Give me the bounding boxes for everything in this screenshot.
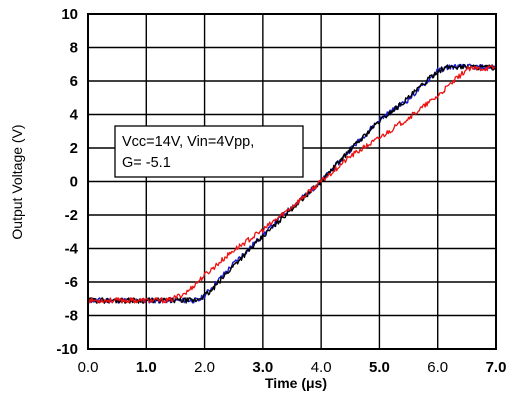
- y-tick-label: 6: [70, 73, 78, 90]
- y-tick-label: -10: [56, 341, 78, 358]
- y-tick-label: 10: [61, 6, 78, 23]
- x-tick-label: 1.0: [136, 359, 157, 376]
- tick-labels: 0.0 1.0 2.0 3.0 4.0 5.0 6.0 7.0 -10 -8 -6 -4 -2 0 2 4 6 8…: [56, 6, 506, 376]
- plot-frame: [87, 13, 497, 350]
- series-line-2: [87, 65, 497, 304]
- x-tick-label: 3.0: [252, 359, 273, 376]
- y-tick-label: 4: [70, 107, 79, 124]
- x-axis-title: Time (μs): [265, 375, 327, 391]
- y-tick-label: -4: [65, 241, 79, 258]
- y-tick-label: -8: [65, 308, 78, 325]
- x-tick-label: 6.0: [427, 359, 448, 376]
- y-axis-title: Output Voltage (V): [9, 124, 25, 239]
- y-tick-label: 2: [70, 140, 78, 157]
- x-tick-label: 2.0: [194, 359, 215, 376]
- y-tick-label: 0: [70, 174, 78, 191]
- annotation-box: Vcc=14V, Vin=4Vpp, G= -5.1: [114, 125, 304, 178]
- series-line-1: [87, 63, 497, 304]
- x-tick-label: 5.0: [369, 359, 390, 376]
- series-group: [87, 63, 497, 304]
- grid: [87, 13, 497, 350]
- x-tick-label: 0.0: [78, 359, 99, 376]
- y-tick-label: -6: [65, 274, 78, 291]
- annotation-line-1: Vcc=14V, Vin=4Vpp,: [122, 134, 254, 150]
- y-tick-label: 8: [70, 40, 78, 57]
- x-tick-label: 4.0: [311, 359, 332, 376]
- annotation-line-2: G= -5.1: [122, 155, 171, 171]
- y-tick-label: -2: [65, 207, 78, 224]
- x-tick-label: 7.0: [486, 359, 507, 376]
